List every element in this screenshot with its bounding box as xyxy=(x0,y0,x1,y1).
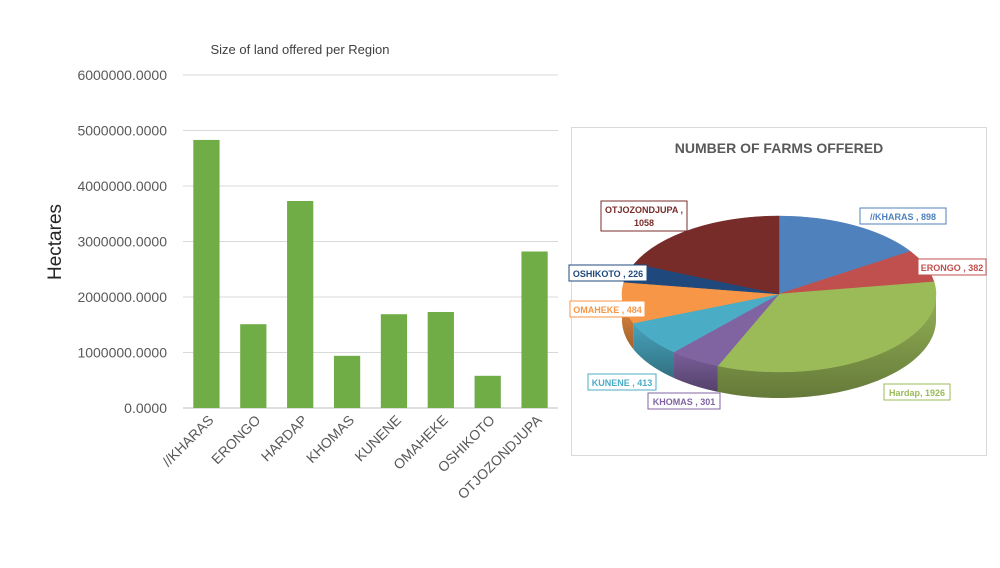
y-tick-label: 4000000.0000 xyxy=(77,178,167,194)
pie-slices xyxy=(621,215,937,373)
bar xyxy=(427,311,454,408)
pie-label-box xyxy=(568,264,648,282)
bar-gridlines xyxy=(183,74,558,409)
pie-slice-side-shade xyxy=(674,352,718,392)
pie-chart: NUMBER OF FARMS OFFERED //KHARAS , 898 ER… xyxy=(568,127,987,456)
pie-label-text: ERONGO , 382 xyxy=(921,263,984,273)
bar xyxy=(333,355,361,408)
pie-slice xyxy=(634,215,780,295)
x-tick-label: //KHARAS xyxy=(159,412,217,470)
pie-label-text: 1058 xyxy=(634,218,654,228)
x-tick-label: HARDAP xyxy=(258,412,311,465)
y-tick-label: 3000000.0000 xyxy=(77,234,167,250)
bar-chart: Size of land offered per Region Hectares… xyxy=(45,42,558,502)
y-axis-label: Hectares xyxy=(45,204,66,280)
y-axis-ticks: 0.0000 1000000.0000 2000000.0000 3000000.00… xyxy=(77,67,167,416)
x-tick-label: ERONGO xyxy=(208,412,263,467)
pie-label-text: OTJOZONDJUPA , xyxy=(605,205,683,215)
pie-label-text: //KHARAS , 898 xyxy=(870,212,936,222)
pie-slice-side-shade xyxy=(622,294,634,350)
pie-slice xyxy=(717,281,937,373)
x-tick-label: OTJOZONDJUPA xyxy=(454,411,545,502)
bar xyxy=(521,251,548,408)
x-tick-label: KHOMAS xyxy=(303,412,357,466)
pie-label-text: KHOMAS , 301 xyxy=(653,397,716,407)
pie-label-box xyxy=(917,258,987,276)
y-tick-label: 2000000.0000 xyxy=(77,289,167,305)
y-tick-label: 1000000.0000 xyxy=(77,345,167,361)
pie-label-box xyxy=(647,392,721,410)
bar-series xyxy=(193,139,548,408)
bar-chart-title: Size of land offered per Region xyxy=(211,42,390,57)
pie-label-text: Hardap, 1926 xyxy=(889,388,945,398)
bar xyxy=(287,200,314,408)
pie-slice-side-shade xyxy=(633,323,675,378)
pie-label-box xyxy=(883,383,951,401)
bar xyxy=(240,324,267,408)
pie-label-text: OMAHEKE , 484 xyxy=(573,305,642,315)
pie-label-text: OSHIKOTO , 226 xyxy=(573,269,643,279)
bar xyxy=(474,375,501,408)
bar xyxy=(380,314,408,408)
y-tick-label: 5000000.0000 xyxy=(77,123,167,139)
pie-slice xyxy=(778,215,911,295)
bar xyxy=(193,139,220,408)
pie-label-box xyxy=(587,373,657,391)
pie-chart-title: NUMBER OF FARMS OFFERED xyxy=(675,140,883,156)
pie-label-box xyxy=(600,200,688,232)
pie-data-labels: //KHARAS , 898 ERONGO , 382 Hardap, 1926 KH… xyxy=(568,200,987,410)
pie-label-text: KUNENE , 413 xyxy=(592,378,653,388)
pie-label-box xyxy=(569,300,646,318)
y-tick-label: 6000000.0000 xyxy=(77,67,167,83)
x-axis-ticks: //KHARASERONGOHARDAPKHOMASKUNENEOMAHEKEO… xyxy=(159,411,545,502)
pie-label-box xyxy=(859,207,947,225)
y-tick-label: 0.0000 xyxy=(124,400,167,416)
